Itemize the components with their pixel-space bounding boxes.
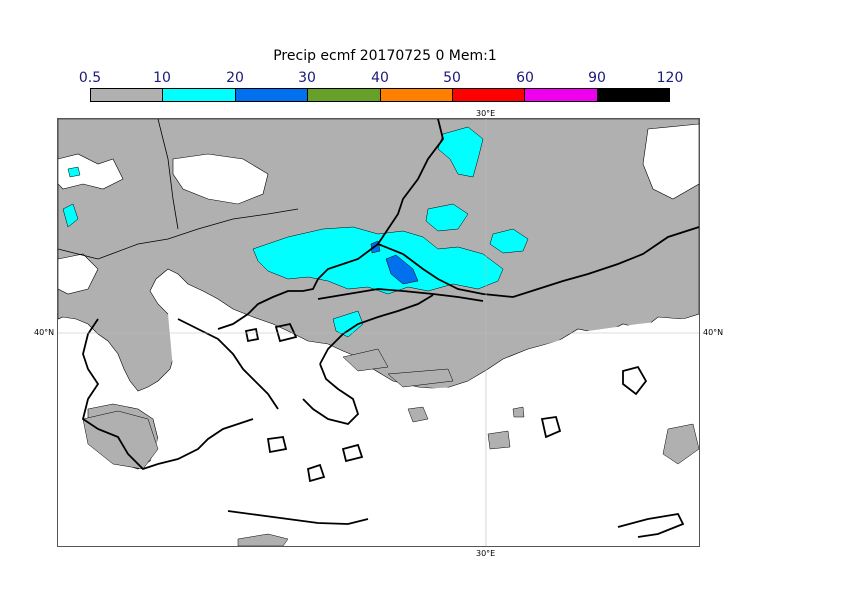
color-legend: 0.5 10 20 30 40 50 60 90 120: [79, 70, 683, 104]
legend-tick: 50: [443, 70, 461, 86]
legend-tick: 120: [656, 70, 684, 86]
precip-area-cyan: [62, 126, 529, 338]
legend-swatch-orange: [380, 89, 453, 101]
map-canvas: [58, 119, 699, 546]
lon-label-bottom: 30°E: [476, 549, 496, 558]
legend-tick: 90: [588, 70, 606, 86]
precip-map: 40°N 40°N 30°E 30°E: [34, 109, 723, 558]
legend-tick: 10: [153, 70, 171, 86]
coastlines: [81, 119, 699, 538]
borders: [58, 119, 299, 260]
dry-area-south: [58, 309, 699, 546]
dry-area-northeast: [642, 123, 699, 200]
legend-tick: 40: [371, 70, 389, 86]
legend-swatch-cyan: [163, 89, 236, 101]
lat-label-right: 40°N: [703, 328, 724, 337]
precip-area-gray-south: [82, 348, 699, 546]
legend-swatch-blue: [235, 89, 309, 101]
legend-swatch-black: [597, 89, 669, 101]
legend-tick: 20: [226, 70, 244, 86]
dry-area-west: [58, 253, 99, 295]
legend-tick: 30: [298, 70, 316, 86]
legend-color-bar: [90, 88, 670, 102]
dry-area-north: [172, 153, 269, 205]
legend-tick: 0.5: [78, 70, 102, 86]
legend-swatch-gray: [91, 89, 164, 101]
dry-area-northwest: [58, 153, 124, 190]
graticule: [58, 119, 699, 546]
lon-label-top: 30°E: [476, 109, 496, 118]
lat-label-left: 40°N: [34, 328, 55, 337]
legend-swatch-red: [452, 89, 526, 101]
legend-swatch-magenta: [525, 89, 598, 101]
chart-title: Precip ecmf 20170725 0 Mem:1: [273, 48, 497, 64]
legend-tick: 60: [516, 70, 534, 86]
legend-swatch-green: [308, 89, 381, 101]
